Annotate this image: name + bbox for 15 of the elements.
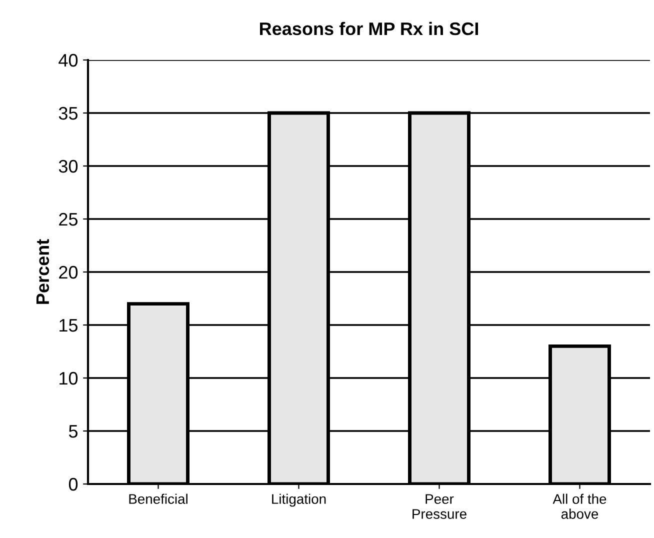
x-tick-label: All of the above [552,494,606,519]
y-tick-label: 0 [68,478,78,491]
chart-title: Reasons for MP Rx in SCI [260,22,478,36]
x-tick-label: Litigation [272,494,326,507]
y-tick-label: 10 [60,372,78,385]
x-tick-label: Beneficial [129,494,188,504]
y-axis-title: Percent [36,239,50,304]
y-tick-label: 30 [58,160,78,173]
y-tick-label: 40 [58,54,78,67]
y-tick-label: 20 [59,266,78,279]
y-tick-label: 5 [68,425,78,438]
x-tick-label: Peer Pressure [412,494,466,519]
y-tick-label: 25 [59,212,78,226]
y-tick-label: 15 [60,319,78,332]
y-tick-label: 35 [58,106,78,120]
